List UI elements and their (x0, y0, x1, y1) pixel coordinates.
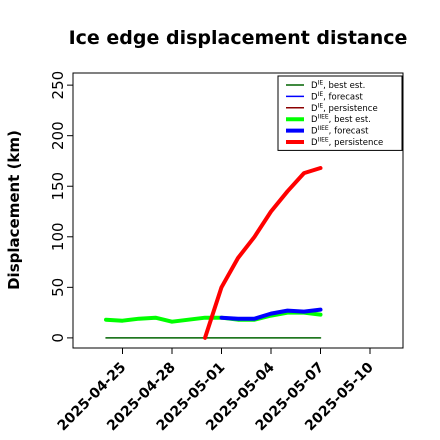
legend-label: DIE, persistence (311, 102, 378, 114)
series-layer (104, 166, 323, 340)
y-tick-label: 100 (49, 222, 67, 251)
y-tick-label: 250 (49, 71, 67, 100)
y-tick-label: 0 (49, 333, 67, 343)
legend-label: DIE, forecast (311, 91, 364, 103)
series-line-5 (203, 166, 323, 340)
legend-label: DIE, best est. (311, 80, 365, 92)
legend-box (277, 75, 403, 151)
y-tick-label: 150 (49, 172, 67, 201)
y-axis-label: Displacement (km) (5, 130, 23, 290)
y-tick-label: 50 (49, 278, 67, 297)
legend-label: DIIEE, persistence (311, 137, 383, 149)
y-axis: 0 50 100 150 200 250 (49, 71, 73, 343)
x-axis: 2025-04-252025-04-282025-05-012025-05-04… (55, 348, 377, 434)
chart-title: Ice edge displacement distance (69, 27, 408, 49)
plot-frame (72, 72, 404, 349)
legend-label: DIIEE, forecast (311, 125, 369, 137)
legend-label: DIIEE, best est. (311, 114, 371, 126)
series-line-4 (219, 307, 323, 321)
y-tick-label: 200 (49, 121, 67, 150)
